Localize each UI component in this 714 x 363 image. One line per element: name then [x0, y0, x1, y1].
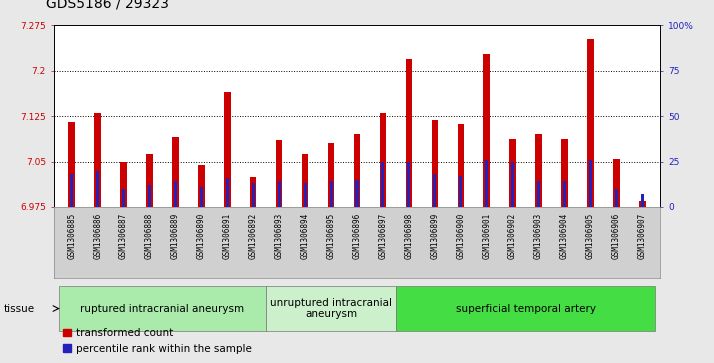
Bar — [122, 189, 125, 207]
Bar — [589, 160, 592, 207]
Bar — [174, 182, 177, 207]
Bar — [172, 137, 178, 207]
Text: GSM1306899: GSM1306899 — [431, 213, 439, 259]
Text: GSM1306893: GSM1306893 — [275, 213, 283, 259]
Text: GSM1306897: GSM1306897 — [378, 213, 388, 259]
Text: GSM1306886: GSM1306886 — [93, 213, 102, 259]
Text: GSM1306889: GSM1306889 — [171, 213, 180, 259]
Bar — [433, 174, 436, 207]
Text: GSM1306887: GSM1306887 — [119, 213, 128, 259]
Bar — [328, 143, 334, 207]
Text: GSM1306904: GSM1306904 — [560, 213, 569, 259]
Bar — [563, 182, 566, 207]
Bar — [250, 177, 256, 207]
Bar — [200, 187, 203, 207]
FancyBboxPatch shape — [59, 286, 266, 331]
Bar — [276, 140, 283, 207]
Bar — [329, 182, 333, 207]
Text: GSM1306891: GSM1306891 — [223, 213, 232, 259]
Bar — [70, 174, 74, 207]
Text: superficial temporal artery: superficial temporal artery — [456, 303, 595, 314]
Bar — [146, 154, 153, 207]
Bar — [69, 122, 75, 207]
Text: ruptured intracranial aneurysm: ruptured intracranial aneurysm — [81, 303, 244, 314]
Text: GSM1306906: GSM1306906 — [612, 213, 621, 259]
Bar — [536, 134, 542, 207]
Text: GSM1306885: GSM1306885 — [67, 213, 76, 259]
Bar — [640, 194, 644, 207]
Bar — [483, 54, 490, 207]
Bar — [303, 183, 307, 207]
Text: GSM1306892: GSM1306892 — [248, 213, 258, 259]
Bar — [613, 159, 620, 207]
FancyBboxPatch shape — [396, 286, 655, 331]
Bar — [639, 201, 645, 207]
Text: GSM1306905: GSM1306905 — [586, 213, 595, 259]
Bar — [94, 113, 101, 207]
Bar — [121, 162, 127, 207]
Text: GSM1306902: GSM1306902 — [508, 213, 517, 259]
Text: GSM1306890: GSM1306890 — [197, 213, 206, 259]
Text: GSM1306895: GSM1306895 — [326, 213, 336, 259]
Text: GSM1306907: GSM1306907 — [638, 213, 647, 259]
Bar — [407, 162, 411, 207]
Text: GSM1306901: GSM1306901 — [482, 213, 491, 259]
Bar — [252, 183, 255, 207]
Text: GSM1306888: GSM1306888 — [145, 213, 154, 259]
Legend: transformed count, percentile rank within the sample: transformed count, percentile rank withi… — [59, 324, 256, 358]
Bar — [431, 121, 438, 207]
Bar — [96, 171, 99, 207]
Bar — [381, 162, 385, 207]
Bar — [485, 160, 488, 207]
Bar — [406, 59, 412, 207]
Bar — [511, 162, 514, 207]
Bar — [198, 164, 205, 207]
Text: GSM1306898: GSM1306898 — [404, 213, 413, 259]
Bar — [226, 178, 229, 207]
Bar — [224, 92, 231, 207]
Bar — [278, 182, 281, 207]
Bar — [380, 113, 386, 207]
Bar — [561, 139, 568, 207]
Bar — [587, 39, 593, 207]
Text: GSM1306894: GSM1306894 — [301, 213, 310, 259]
Bar — [615, 189, 618, 207]
Bar — [356, 180, 358, 207]
FancyBboxPatch shape — [266, 286, 396, 331]
Bar — [353, 134, 361, 207]
Bar — [509, 139, 516, 207]
Text: GSM1306900: GSM1306900 — [456, 213, 466, 259]
Text: GDS5186 / 29323: GDS5186 / 29323 — [46, 0, 169, 11]
Text: GSM1306903: GSM1306903 — [534, 213, 543, 259]
Text: GSM1306896: GSM1306896 — [353, 213, 361, 259]
Bar — [302, 154, 308, 207]
Bar — [458, 124, 464, 207]
Text: tissue: tissue — [4, 303, 35, 314]
Text: unruptured intracranial
aneurysm: unruptured intracranial aneurysm — [270, 298, 392, 319]
Bar — [537, 182, 540, 207]
Bar — [148, 185, 151, 207]
Bar — [459, 176, 462, 207]
